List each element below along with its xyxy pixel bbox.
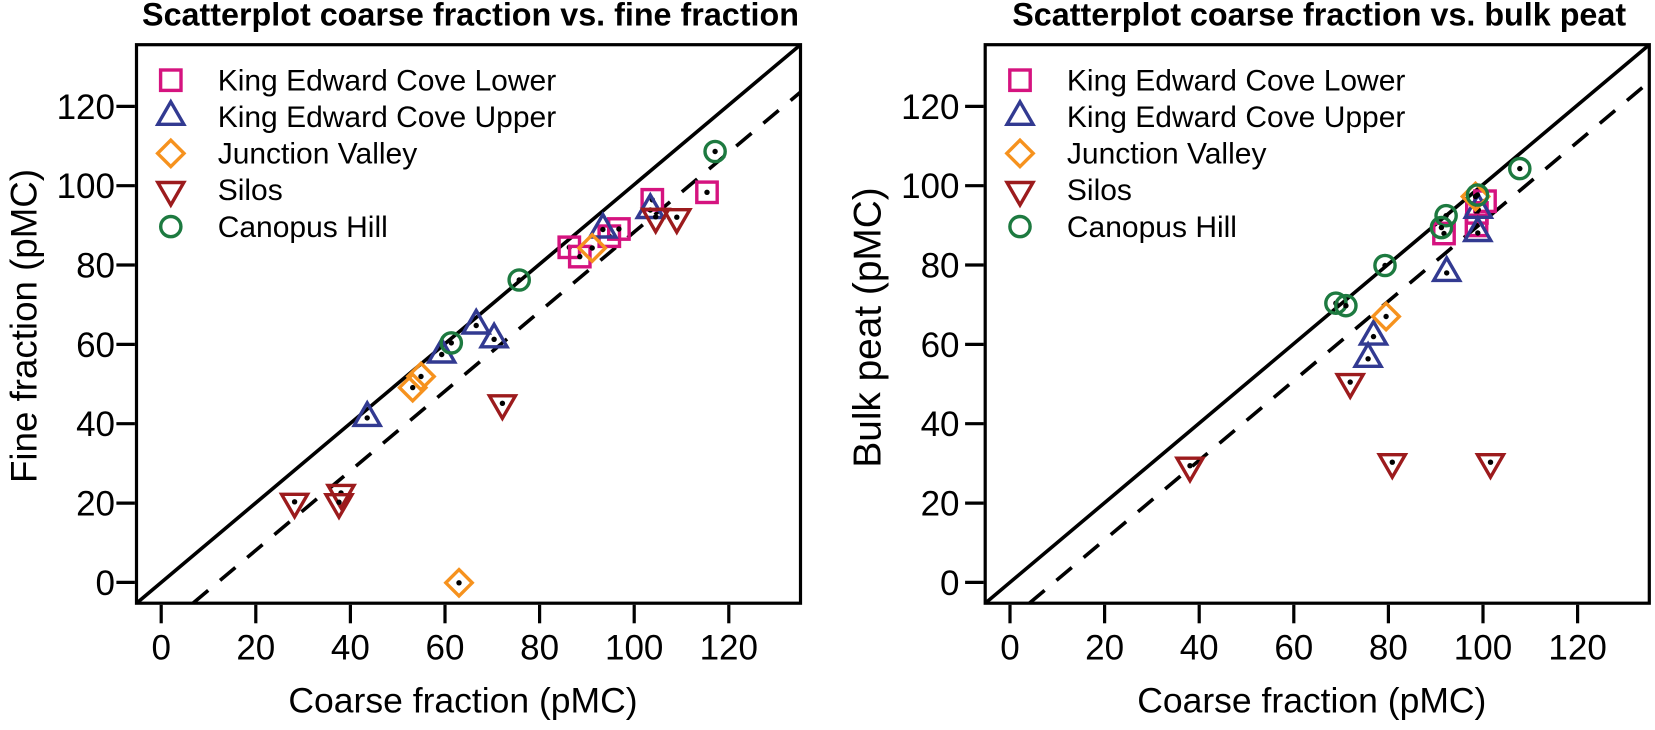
svg-text:0: 0 [151, 628, 170, 667]
svg-text:40: 40 [76, 405, 115, 444]
svg-text:120: 120 [700, 628, 758, 667]
svg-text:60: 60 [76, 326, 115, 365]
svg-text:Junction Valley: Junction Valley [1067, 138, 1267, 171]
svg-text:60: 60 [1274, 628, 1313, 667]
svg-text:40: 40 [921, 405, 960, 444]
svg-text:King Edward Cove Lower: King Edward Cove Lower [218, 64, 557, 97]
svg-text:60: 60 [921, 326, 960, 365]
svg-text:0: 0 [96, 564, 115, 603]
svg-text:120: 120 [57, 88, 115, 127]
svg-text:King Edward Cove Lower: King Edward Cove Lower [1067, 64, 1406, 97]
svg-text:Canopus Hill: Canopus Hill [1067, 211, 1237, 244]
svg-text:20: 20 [1085, 628, 1124, 667]
svg-text:Scatterplot coarse fraction vs: Scatterplot coarse fraction vs. fine fra… [142, 0, 799, 33]
svg-text:100: 100 [901, 167, 959, 206]
svg-text:Silos: Silos [1067, 174, 1132, 207]
svg-text:Canopus Hill: Canopus Hill [218, 211, 388, 244]
svg-text:King Edward Cove Upper: King Edward Cove Upper [218, 101, 557, 134]
svg-text:60: 60 [426, 628, 465, 667]
svg-text:Junction Valley: Junction Valley [218, 138, 418, 171]
svg-text:100: 100 [57, 167, 115, 206]
svg-text:Fine fraction (pMC): Fine fraction (pMC) [4, 169, 45, 483]
svg-text:120: 120 [901, 88, 959, 127]
svg-text:80: 80 [76, 246, 115, 285]
svg-text:40: 40 [1180, 628, 1219, 667]
svg-text:80: 80 [921, 246, 960, 285]
svg-text:0: 0 [1000, 628, 1019, 667]
svg-text:Silos: Silos [218, 174, 283, 207]
svg-text:20: 20 [76, 485, 115, 524]
svg-text:King Edward Cove Upper: King Edward Cove Upper [1067, 101, 1406, 134]
svg-text:40: 40 [331, 628, 370, 667]
svg-text:Coarse fraction (pMC): Coarse fraction (pMC) [1137, 681, 1486, 721]
svg-text:Coarse fraction (pMC): Coarse fraction (pMC) [288, 681, 637, 721]
svg-text:20: 20 [236, 628, 275, 667]
svg-text:80: 80 [1369, 628, 1408, 667]
svg-text:80: 80 [520, 628, 559, 667]
svg-text:Bulk peat (pMC): Bulk peat (pMC) [847, 187, 890, 467]
svg-text:Scatterplot coarse fraction vs: Scatterplot coarse fraction vs. bulk pea… [1012, 0, 1626, 33]
svg-text:100: 100 [605, 628, 663, 667]
svg-text:0: 0 [940, 564, 959, 603]
svg-text:100: 100 [1454, 628, 1512, 667]
svg-text:120: 120 [1548, 628, 1606, 667]
svg-text:20: 20 [921, 485, 960, 524]
